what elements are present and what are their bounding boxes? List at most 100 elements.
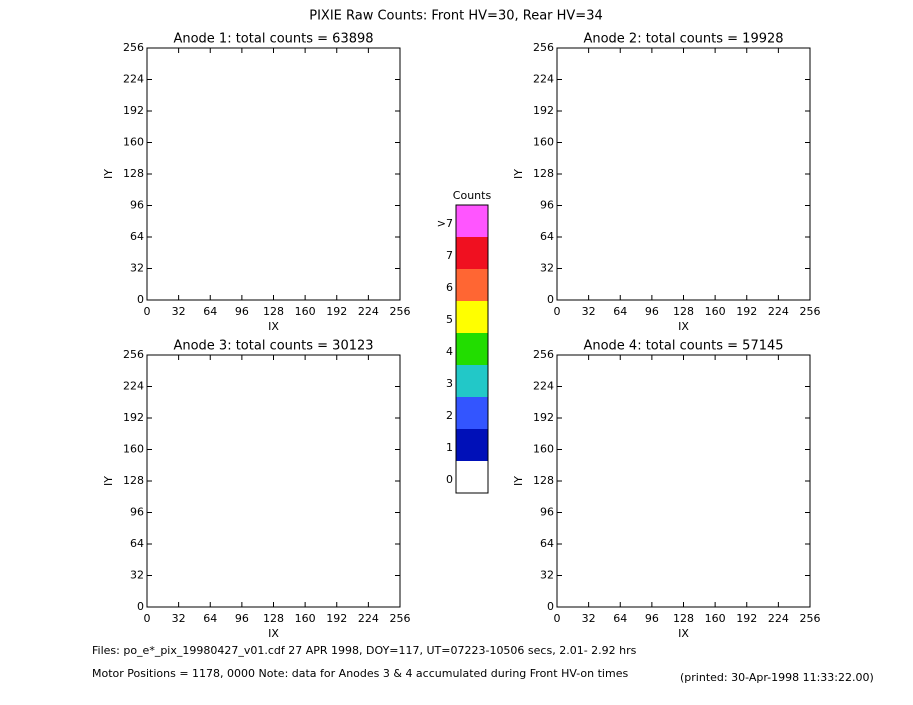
colorbar-cell (456, 429, 488, 461)
y-tick-label: 192 (533, 411, 554, 424)
x-tick-label: 224 (358, 612, 379, 625)
plot-frame (556, 47, 811, 301)
y-tick-label: 192 (533, 104, 554, 117)
colorbar-cell (456, 397, 488, 429)
y-tick-label: 64 (540, 230, 554, 243)
x-tick-label: 192 (326, 305, 347, 318)
x-tick-label: 256 (800, 305, 821, 318)
plot-frame (146, 354, 401, 608)
x-tick-label: 192 (326, 612, 347, 625)
y-tick-label: 160 (123, 136, 144, 149)
colorbar-label: 7 (446, 249, 453, 262)
colorbar-cell (456, 301, 488, 333)
x-tick-label: 32 (172, 305, 186, 318)
x-tick-label: 96 (645, 612, 659, 625)
x-axis-label: IX (678, 320, 689, 333)
y-tick-label: 128 (123, 167, 144, 180)
plot-frame (556, 354, 811, 608)
x-tick-label: 224 (768, 612, 789, 625)
y-tick-label: 192 (123, 411, 144, 424)
y-tick-label: 0 (547, 293, 554, 306)
colorbar-label: 1 (446, 441, 453, 454)
x-tick-label: 96 (645, 305, 659, 318)
y-tick-label: 256 (533, 348, 554, 361)
x-tick-label: 160 (295, 612, 316, 625)
colorbar-label: 6 (446, 281, 453, 294)
colorbar-label: >7 (437, 217, 453, 230)
x-tick-label: 64 (613, 305, 627, 318)
y-tick-label: 256 (123, 41, 144, 54)
y-tick-label: 0 (547, 600, 554, 613)
x-tick-label: 160 (705, 305, 726, 318)
y-tick-label: 160 (123, 443, 144, 456)
y-tick-label: 32 (130, 569, 144, 582)
y-tick-label: 96 (130, 199, 144, 212)
colorbar-cell (456, 237, 488, 269)
y-tick-label: 96 (130, 506, 144, 519)
y-tick-label: 224 (123, 73, 144, 86)
y-tick-label: 64 (130, 537, 144, 550)
y-tick-label: 32 (130, 262, 144, 275)
x-tick-label: 0 (144, 305, 151, 318)
x-tick-label: 32 (582, 305, 596, 318)
y-tick-label: 32 (540, 569, 554, 582)
y-axis-label: IY (102, 169, 115, 179)
colorbar-frame (455, 204, 489, 494)
y-tick-label: 160 (533, 136, 554, 149)
x-tick-label: 192 (736, 305, 757, 318)
y-tick-label: 224 (533, 380, 554, 393)
x-tick-label: 0 (144, 612, 151, 625)
colorbar-title: Counts (453, 189, 492, 202)
y-tick-label: 64 (130, 230, 144, 243)
page-title: PIXIE Raw Counts: Front HV=30, Rear HV=3… (309, 9, 603, 24)
x-axis-label: IX (678, 627, 689, 640)
panel-title: Anode 2: total counts = 19928 (583, 32, 783, 47)
x-tick-label: 128 (673, 612, 694, 625)
y-tick-label: 224 (123, 380, 144, 393)
footer-files: Files: po_e*_pix_19980427_v01.cdf 27 APR… (92, 644, 637, 657)
colorbar-cell (456, 333, 488, 365)
x-tick-label: 96 (235, 305, 249, 318)
x-tick-label: 256 (800, 612, 821, 625)
y-tick-label: 64 (540, 537, 554, 550)
colorbar-cell (456, 461, 488, 493)
y-tick-label: 32 (540, 262, 554, 275)
x-tick-label: 128 (263, 305, 284, 318)
colorbar-cell (456, 269, 488, 301)
x-tick-label: 64 (203, 612, 217, 625)
y-tick-label: 128 (123, 474, 144, 487)
x-tick-label: 0 (554, 305, 561, 318)
colorbar-label: 5 (446, 313, 453, 326)
y-tick-label: 0 (137, 293, 144, 306)
y-tick-label: 256 (533, 41, 554, 54)
y-tick-label: 0 (137, 600, 144, 613)
x-tick-label: 0 (554, 612, 561, 625)
colorbar-label: 4 (446, 345, 453, 358)
x-tick-label: 64 (203, 305, 217, 318)
x-tick-label: 32 (582, 612, 596, 625)
colorbar-cell (456, 205, 488, 237)
x-tick-label: 160 (295, 305, 316, 318)
x-tick-label: 256 (390, 612, 411, 625)
x-tick-label: 128 (673, 305, 694, 318)
x-tick-label: 96 (235, 612, 249, 625)
x-tick-label: 64 (613, 612, 627, 625)
y-tick-label: 128 (533, 167, 554, 180)
footer-printed: (printed: 30-Apr-1998 11:33:22.00) (680, 671, 874, 684)
y-tick-label: 96 (540, 199, 554, 212)
panel-title: Anode 3: total counts = 30123 (173, 339, 373, 354)
y-axis-label: IY (512, 476, 525, 486)
colorbar-cell (456, 365, 488, 397)
y-tick-label: 224 (533, 73, 554, 86)
y-tick-label: 160 (533, 443, 554, 456)
panel-title: Anode 1: total counts = 63898 (173, 32, 373, 47)
y-tick-label: 96 (540, 506, 554, 519)
plot-frame (146, 47, 401, 301)
colorbar-label: 3 (446, 377, 453, 390)
y-tick-label: 256 (123, 348, 144, 361)
panel-title: Anode 4: total counts = 57145 (583, 339, 783, 354)
x-tick-label: 32 (172, 612, 186, 625)
x-tick-label: 224 (768, 305, 789, 318)
x-tick-label: 160 (705, 612, 726, 625)
